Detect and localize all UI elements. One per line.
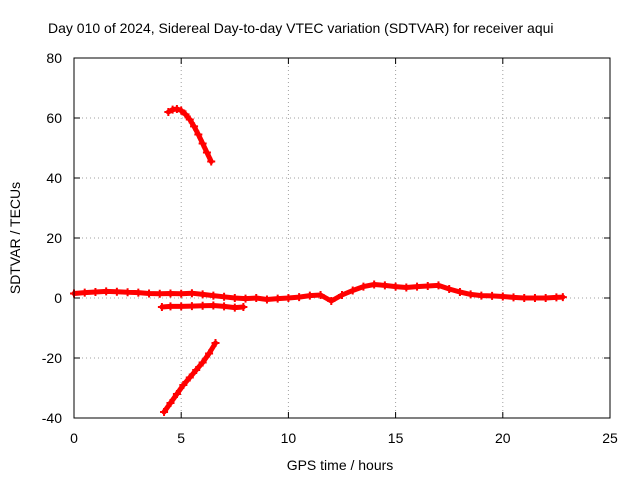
data-point [241,294,250,303]
data-point [112,287,121,296]
data-point [327,297,336,305]
data-point [185,115,194,124]
data-point [541,294,550,302]
x-tick-label: 15 [388,430,404,446]
data-point [157,303,166,311]
data-point [230,294,239,302]
data-point [164,108,173,116]
data-point [190,122,199,131]
data-point [192,366,201,374]
data-point [530,294,539,302]
axis-ticks: 0 5 10 15 20 25 -40 -20 0 20 40 60 80 [42,50,618,446]
data-point [166,399,175,407]
data-point [391,282,400,291]
data-point [177,302,186,311]
data-point [102,287,111,296]
data-point [348,286,357,295]
y-tick-label: 80 [46,50,62,66]
data-point [198,139,207,148]
data-series [70,105,567,416]
data-point [205,349,214,358]
data-point [198,358,207,367]
series-lower-arc [160,339,220,416]
x-tick-label: 10 [281,430,297,446]
series-upper-arc [164,105,216,166]
data-point [123,288,132,297]
data-point [434,281,443,290]
data-point [202,148,211,157]
data-point [187,289,196,298]
data-point [198,290,207,299]
series-main [70,280,567,305]
grid [74,58,610,418]
data-point [177,106,186,115]
data-point [145,289,154,298]
data-point [172,390,181,398]
data-point [509,293,518,302]
data-point [172,105,181,113]
data-point [239,303,248,311]
y-tick-label: 40 [46,170,62,186]
data-point [179,381,188,389]
data-point [211,339,220,347]
data-point [380,281,389,290]
y-tick-label: 60 [46,110,62,126]
data-point [194,130,203,139]
data-point [488,291,497,300]
data-point [91,288,100,296]
x-tick-label: 20 [495,430,511,446]
data-point [134,288,143,297]
data-point [284,294,293,302]
data-point [477,291,486,300]
data-point [209,291,218,300]
data-point [166,289,175,298]
y-tick-label: -20 [42,350,62,366]
data-point [402,283,411,292]
data-point [252,294,261,302]
data-point [166,302,175,311]
data-point [209,301,218,310]
data-point [413,282,422,291]
data-point [445,285,454,293]
x-tick-label: 25 [602,430,618,446]
data-point [155,289,164,298]
data-point [181,110,190,119]
data-point [359,282,368,291]
data-point [316,291,325,299]
data-point [160,408,169,416]
chart-title: Day 010 of 2024, Sidereal Day-to-day VTE… [48,20,554,36]
x-axis-label: GPS time / hours [287,457,394,473]
data-point [455,288,464,296]
data-point [498,292,507,301]
data-point [558,293,567,302]
data-point [207,157,216,166]
data-point [466,290,475,299]
series-lower-band [157,301,248,312]
data-point [185,373,194,382]
data-point [423,282,432,290]
y-tick-label: 20 [46,230,62,246]
data-point [305,291,314,300]
data-point [187,302,196,311]
data-point [177,289,186,298]
plot-frame [73,57,611,419]
data-point [198,301,207,310]
data-point [220,302,229,311]
data-point [80,288,89,297]
data-point [230,303,239,312]
data-point [262,295,271,304]
data-point [370,280,379,289]
y-tick-label: 0 [54,290,62,306]
y-tick-label: -40 [42,410,62,426]
data-point [295,293,304,302]
data-point [520,294,529,302]
x-tick-label: 5 [177,430,185,446]
data-point [273,294,282,303]
x-tick-label: 0 [70,430,78,446]
data-point [338,291,346,299]
data-point [220,292,229,301]
y-axis-label: SDTVAR / TECUs [7,182,23,294]
